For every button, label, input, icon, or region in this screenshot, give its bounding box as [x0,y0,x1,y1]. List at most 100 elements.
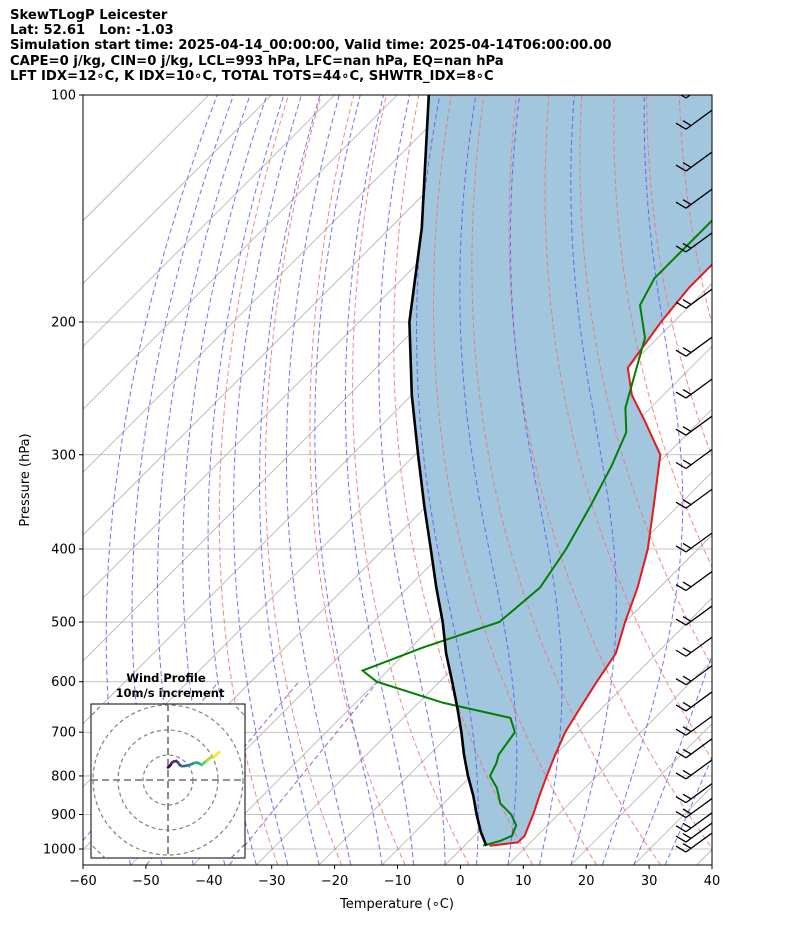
dry-adiabat [544,95,712,761]
barb-staff [685,812,712,833]
dry-adiabat [265,95,343,865]
barb-flag [675,810,687,819]
barb-staff [685,232,712,253]
wind-barb [675,822,712,843]
barb-flag [682,581,692,588]
dry-adiabat [432,95,598,865]
x-tick-label: −20 [321,874,348,889]
barb-flag [675,122,687,130]
dry-adiabat [352,95,470,865]
x-tick-label: 40 [704,874,721,889]
mixing-ratio-lines [83,681,379,865]
barb-staff [685,532,712,553]
x-tick-label: −60 [69,874,96,889]
barb-flag [682,675,692,682]
inset-title: Wind Profile [126,671,206,685]
moist-adiabat [233,95,302,865]
barb-staff [685,759,712,780]
moist-adiabat [633,653,712,865]
barb-flag [675,461,687,470]
barb-flag [675,704,687,712]
wind-barb [675,738,712,759]
wind-barb [675,812,712,833]
wind-barb [679,90,692,99]
barb-flag [682,793,692,800]
barb-flag [682,162,692,168]
barb-flag [682,347,692,354]
barb-flag [682,542,692,549]
barb-flag [682,842,692,849]
barb-flag [675,201,687,209]
y-tick-label: 500 [51,616,76,631]
y-tick-label: 400 [51,542,76,557]
barb-staff [685,636,712,657]
barb-flag [682,808,692,815]
barb-flag [675,751,687,759]
barb-flag [682,769,692,776]
moist-adiabat [378,95,446,865]
isotherm [760,95,794,865]
moist-adiabat [182,95,268,865]
barb-flag [682,459,692,466]
moist-adiabat [286,95,352,865]
dry-adiabat [711,95,712,105]
barb-flag [675,728,687,736]
barb-staff [685,288,712,309]
barb-flag [675,349,687,357]
barb-flag [675,545,687,553]
barb-staff [685,715,712,736]
moist-adiabat [259,95,321,865]
y-tick-label: 300 [51,448,76,463]
dry-adiabat [646,95,712,458]
dry-adiabat [579,95,712,668]
barb-flag [682,748,692,755]
isotherm [83,95,335,347]
barb-flag [679,95,687,99]
barb-flag [682,822,692,829]
barb-flag [683,90,691,95]
moist-adiabat [207,95,285,865]
barb-flag [675,391,687,399]
barb-staff [685,488,712,509]
barb-flag [675,583,687,592]
wind-barb [675,571,712,592]
wind-barb [675,691,712,712]
isotherm [83,95,398,410]
wind-barb [675,532,712,553]
barb-staff [685,336,712,357]
y-tick-label: 200 [51,315,76,330]
barb-staff [685,832,712,853]
barb-staff [685,797,712,819]
axes: −60 −50 −40 −30 −20 −10 0 10 20 30 40 100 200 300 400 5… [43,89,720,890]
plot-area [83,90,794,865]
barb-staff [685,738,712,759]
dry-adiabat [218,95,289,865]
x-tick-label: −50 [132,874,159,889]
dewpoint-line [360,219,712,847]
barb-flag [682,426,692,433]
wind-barb [675,415,712,436]
isotherm [570,723,712,865]
moist-adiabat [664,756,712,865]
barb-flag [675,772,687,780]
wind-profile-inset: Wind Profile 10m/s increment [90,671,246,859]
barb-flag [675,835,687,843]
wind-barb [675,448,712,470]
moist-adiabat [601,95,684,865]
moist-adiabat [156,95,251,865]
wind-barb [675,188,712,209]
dry-adiabat [309,95,406,865]
mixing-ratio-line [228,681,379,865]
indices-line: LFT IDX=12∘C, K IDX=10∘C, TOTAL TOTS=44∘… [10,68,494,84]
barb-staff [685,605,712,626]
wind-barb [675,797,712,819]
barb-flag [675,845,687,853]
x-tick-label: 10 [515,874,532,889]
barb-staff [685,448,712,470]
wind-barb [675,715,712,736]
wind-barb [675,488,712,509]
barb-flag [682,299,692,306]
sounding-series [360,95,712,847]
barb-flag [675,501,687,509]
